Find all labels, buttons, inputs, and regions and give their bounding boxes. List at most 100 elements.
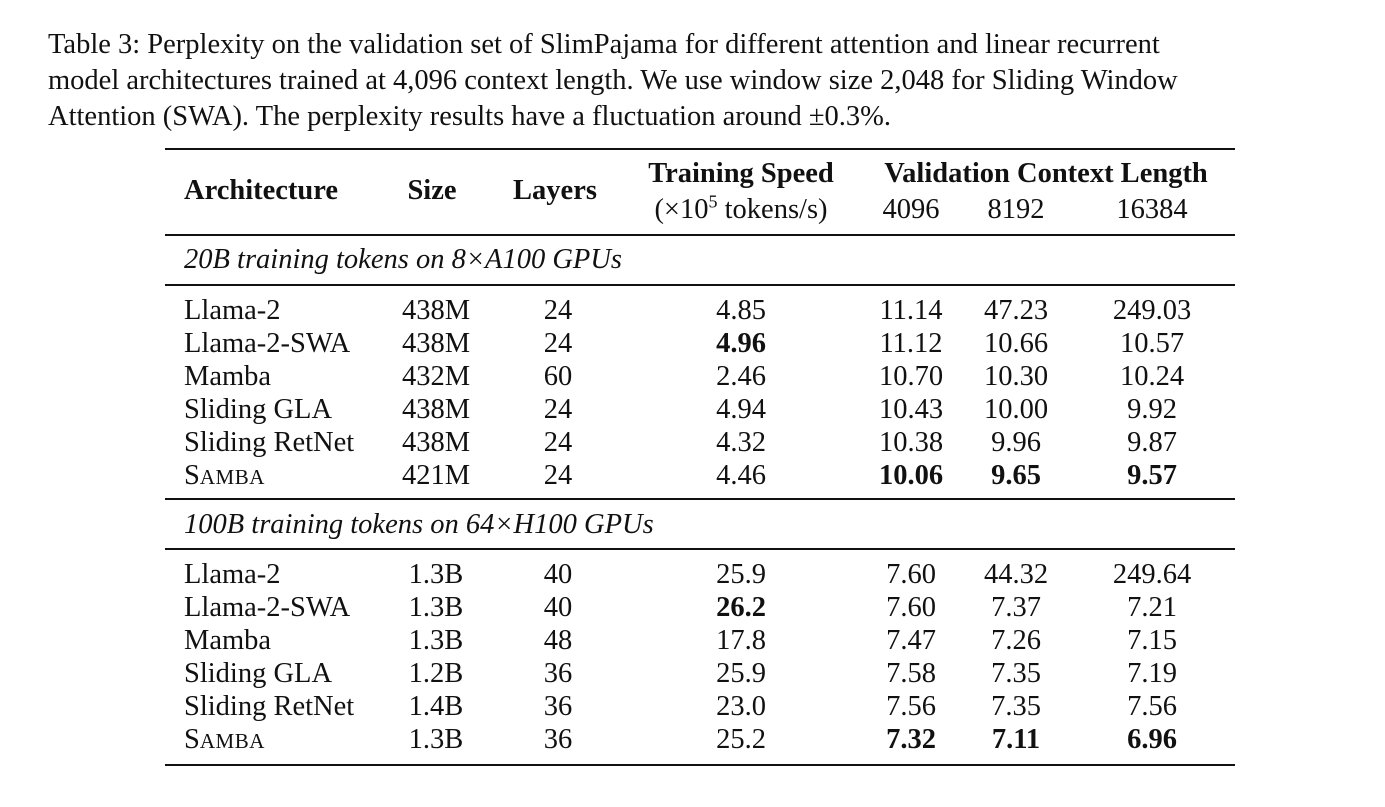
cell-speed-best: 26.2 bbox=[716, 592, 766, 623]
cell-speed: 4.94 bbox=[716, 394, 766, 425]
cell-ctx-4096: 11.12 bbox=[879, 328, 943, 359]
cell-size: 1.3B bbox=[408, 625, 464, 656]
cell-layers: 40 bbox=[543, 592, 573, 623]
cell-ctx-8192: 7.26 bbox=[991, 625, 1041, 656]
cell-size: 1.3B bbox=[408, 559, 464, 590]
cell-architecture: Llama-2-SWA bbox=[184, 328, 351, 359]
table-caption: Table 3: Perplexity on the validation se… bbox=[48, 27, 1368, 135]
cell-speed: 4.85 bbox=[716, 295, 766, 326]
cell-ctx-8192-best: 9.65 bbox=[991, 460, 1041, 491]
cell-ctx-8192: 7.35 bbox=[991, 691, 1041, 722]
cell-ctx-4096: 10.38 bbox=[878, 427, 944, 458]
section2-title: 100B training tokens on 64×H100 GPUs bbox=[184, 509, 654, 540]
cell-ctx-16384-best: 9.57 bbox=[1127, 460, 1177, 491]
cell-ctx-16384: 10.57 bbox=[1119, 328, 1185, 359]
header-ctx-8192: 8192 bbox=[987, 194, 1045, 225]
cell-ctx-8192-best: 7.11 bbox=[991, 724, 1041, 755]
cell-ctx-4096: 7.58 bbox=[886, 658, 936, 689]
cell-layers: 60 bbox=[543, 361, 573, 392]
header-rule bbox=[165, 234, 1235, 236]
cell-size: 1.2B bbox=[408, 658, 464, 689]
cell-speed: 2.46 bbox=[716, 361, 766, 392]
cell-size: 438M bbox=[401, 394, 471, 425]
cell-ctx-4096: 10.70 bbox=[878, 361, 944, 392]
cell-layers: 36 bbox=[543, 658, 573, 689]
cell-ctx-16384: 7.56 bbox=[1127, 691, 1177, 722]
cell-layers: 48 bbox=[543, 625, 573, 656]
header-size: Size bbox=[407, 175, 457, 206]
cell-ctx-16384: 249.64 bbox=[1112, 559, 1192, 590]
section1-title-rule bbox=[165, 284, 1235, 286]
cell-size: 438M bbox=[401, 295, 471, 326]
cell-speed: 25.2 bbox=[716, 724, 766, 755]
cell-speed: 25.9 bbox=[716, 559, 766, 590]
cell-ctx-8192: 7.37 bbox=[991, 592, 1041, 623]
cell-ctx-8192: 47.23 bbox=[983, 295, 1049, 326]
cell-ctx-4096: 7.47 bbox=[886, 625, 936, 656]
header-validation-context-length: Validation Context Length bbox=[884, 158, 1208, 189]
cell-size: 421M bbox=[401, 460, 471, 491]
cell-ctx-4096: 7.60 bbox=[886, 592, 936, 623]
caption-line-3: Attention (SWA). The perplexity results … bbox=[48, 101, 891, 132]
cell-size: 1.3B bbox=[408, 592, 464, 623]
section1-title: 20B training tokens on 8×A100 GPUs bbox=[184, 244, 622, 275]
cell-ctx-8192: 9.96 bbox=[991, 427, 1041, 458]
header-architecture: Architecture bbox=[184, 175, 339, 206]
caption-line-2: model architectures trained at 4,096 con… bbox=[48, 65, 1178, 96]
cell-layers: 36 bbox=[543, 691, 573, 722]
cell-layers: 40 bbox=[543, 559, 573, 590]
cell-ctx-8192: 10.00 bbox=[983, 394, 1049, 425]
cell-layers: 24 bbox=[543, 427, 573, 458]
cell-layers: 24 bbox=[543, 328, 573, 359]
bottom-rule bbox=[165, 764, 1235, 766]
cell-speed: 4.32 bbox=[716, 427, 766, 458]
cell-architecture: Sliding GLA bbox=[184, 394, 333, 425]
cell-architecture: Mamba bbox=[184, 625, 272, 656]
cell-architecture-samba: SAMBA bbox=[184, 724, 265, 755]
cell-architecture: Sliding RetNet bbox=[184, 691, 355, 722]
cell-layers: 36 bbox=[543, 724, 573, 755]
cell-architecture: Sliding GLA bbox=[184, 658, 333, 689]
cell-architecture: Mamba bbox=[184, 361, 272, 392]
header-ctx-4096: 4096 bbox=[882, 194, 940, 225]
cell-architecture: Llama-2 bbox=[184, 295, 281, 326]
cell-ctx-16384: 9.92 bbox=[1127, 394, 1177, 425]
cell-architecture: Sliding RetNet bbox=[184, 427, 355, 458]
cell-ctx-8192: 44.32 bbox=[983, 559, 1049, 590]
caption-line-1: Table 3: Perplexity on the validation se… bbox=[48, 29, 1160, 60]
header-speed-unit: (×105 tokens/s) bbox=[654, 191, 828, 226]
cell-ctx-4096: 10.43 bbox=[878, 394, 944, 425]
cell-ctx-4096-best: 7.32 bbox=[886, 724, 936, 755]
cell-speed-best: 4.96 bbox=[716, 328, 766, 359]
cell-ctx-16384: 7.15 bbox=[1127, 625, 1177, 656]
cell-speed: 4.46 bbox=[716, 460, 766, 491]
section2-title-rule bbox=[165, 548, 1235, 550]
cell-speed: 23.0 bbox=[716, 691, 766, 722]
cell-size: 438M bbox=[401, 328, 471, 359]
section2-top-rule bbox=[165, 498, 1235, 500]
cell-ctx-16384: 9.87 bbox=[1127, 427, 1177, 458]
cell-layers: 24 bbox=[543, 394, 573, 425]
cell-size: 438M bbox=[401, 427, 471, 458]
cell-ctx-8192: 10.66 bbox=[983, 328, 1049, 359]
cell-size: 432M bbox=[401, 361, 471, 392]
cell-layers: 24 bbox=[543, 460, 573, 491]
cell-ctx-16384: 249.03 bbox=[1112, 295, 1192, 326]
cell-size: 1.3B bbox=[408, 724, 464, 755]
cell-ctx-8192: 7.35 bbox=[991, 658, 1041, 689]
cell-ctx-16384: 10.24 bbox=[1119, 361, 1185, 392]
header-training-speed: Training Speed bbox=[648, 158, 834, 189]
header-layers: Layers bbox=[513, 175, 597, 206]
cell-ctx-16384-best: 6.96 bbox=[1127, 724, 1177, 755]
cell-ctx-4096: 7.60 bbox=[886, 559, 936, 590]
cell-ctx-4096: 7.56 bbox=[886, 691, 936, 722]
cell-speed: 17.8 bbox=[716, 625, 766, 656]
cell-ctx-4096-best: 10.06 bbox=[878, 460, 944, 491]
cell-ctx-8192: 10.30 bbox=[983, 361, 1049, 392]
cell-architecture: Llama-2-SWA bbox=[184, 592, 351, 623]
cell-ctx-16384: 7.21 bbox=[1127, 592, 1177, 623]
top-rule bbox=[165, 148, 1235, 150]
cell-speed: 25.9 bbox=[716, 658, 766, 689]
cell-architecture: Llama-2 bbox=[184, 559, 281, 590]
cell-architecture-samba: SAMBA bbox=[184, 460, 265, 491]
